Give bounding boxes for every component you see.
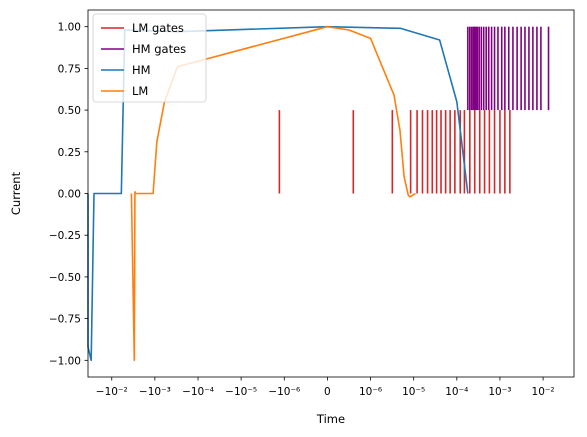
x-tick-label-0: −10⁻² [96,386,128,398]
legend-label-3: LM [132,84,148,98]
legend-label-0: LM gates [132,21,184,35]
x-tick-label-8: 10⁻⁴ [445,386,468,398]
y-tick-label-6: −0.50 [49,272,81,284]
x-tick-label-7: 10⁻⁵ [402,386,425,398]
x-tick-label-5: 0 [324,386,331,398]
x-tick-label-4: −10⁻⁶ [268,386,300,398]
x-tick-label-2: −10⁻⁴ [182,386,214,398]
y-tick-label-2: 0.50 [58,105,81,117]
y-axis-label: Current [9,171,23,215]
legend: LM gates HM gates HM LM [92,13,207,103]
y-tick-label-8: −1.00 [49,355,81,367]
x-tick-label-6: 10⁻⁶ [359,386,382,398]
y-tick-label-5: −0.25 [49,230,81,242]
x-axis: −10⁻² −10⁻³ −10⁻⁴ −10⁻⁵ −10⁻⁶ 0 10⁻⁶ 10⁻⁵ 10⁻⁴ 10… [96,377,555,398]
y-tick-label-4: 0.00 [58,189,81,201]
y-axis: 1.00 0.75 0.50 0.25 0.00 −0.25 −0.50 −0.75 −1.00 [49,22,88,367]
legend-label-1: HM gates [132,42,186,56]
y-tick-label-1: 0.75 [58,63,81,75]
x-tick-label-1: −10⁻³ [139,386,171,398]
plot-area [87,25,550,362]
legend-label-2: HM [132,63,151,77]
x-tick-label-10: 10⁻² [532,386,555,398]
x-tick-label-3: −10⁻⁵ [225,386,257,398]
y-tick-label-7: −0.75 [49,314,81,326]
series-lm-line [130,25,416,362]
x-axis-label: Time [316,412,345,426]
y-tick-label-0: 1.00 [58,22,81,34]
x-tick-label-9: 10⁻³ [488,386,511,398]
legend-box [92,13,207,103]
y-tick-label-3: 0.25 [58,147,81,159]
